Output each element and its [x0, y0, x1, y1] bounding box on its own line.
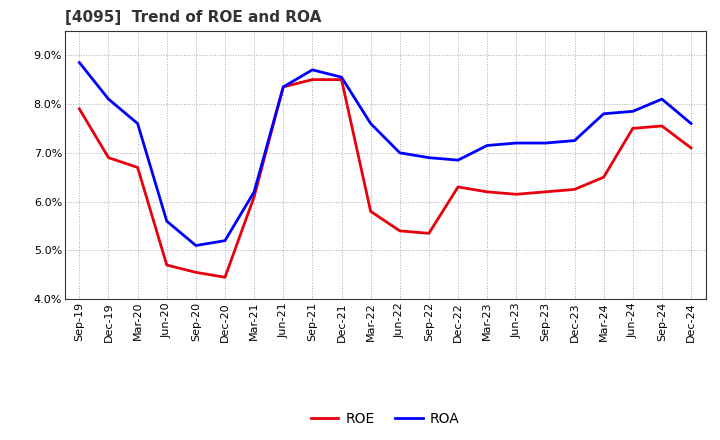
Legend: ROE, ROA: ROE, ROA [305, 407, 465, 432]
ROE [657, 123, 666, 128]
ROA [570, 138, 579, 143]
ROA [220, 238, 229, 243]
ROE [483, 189, 492, 194]
ROA [629, 109, 637, 114]
ROE [599, 175, 608, 180]
ROE [425, 231, 433, 236]
ROE [250, 194, 258, 199]
ROE [133, 165, 142, 170]
ROA [541, 140, 550, 146]
ROA [133, 121, 142, 126]
Line: ROE: ROE [79, 80, 691, 277]
ROE [220, 275, 229, 280]
ROE [337, 77, 346, 82]
ROE [629, 126, 637, 131]
ROA [687, 121, 696, 126]
ROE [75, 106, 84, 111]
ROA [425, 155, 433, 160]
ROA [366, 121, 375, 126]
ROA [308, 67, 317, 73]
ROA [250, 189, 258, 194]
ROA [163, 219, 171, 224]
ROE [366, 209, 375, 214]
ROA [75, 60, 84, 65]
ROA [512, 140, 521, 146]
ROA [657, 96, 666, 102]
ROE [163, 262, 171, 268]
Line: ROA: ROA [79, 62, 691, 246]
ROA [599, 111, 608, 117]
ROE [570, 187, 579, 192]
ROE [687, 145, 696, 150]
ROE [308, 77, 317, 82]
ROE [279, 84, 287, 90]
ROE [104, 155, 113, 160]
ROA [192, 243, 200, 248]
ROA [395, 150, 404, 155]
ROA [454, 158, 462, 163]
ROE [454, 184, 462, 190]
ROE [541, 189, 550, 194]
Text: [4095]  Trend of ROE and ROA: [4095] Trend of ROE and ROA [65, 11, 321, 26]
ROA [337, 74, 346, 80]
ROE [192, 270, 200, 275]
ROE [395, 228, 404, 234]
ROA [279, 84, 287, 90]
ROA [104, 96, 113, 102]
ROE [512, 192, 521, 197]
ROA [483, 143, 492, 148]
